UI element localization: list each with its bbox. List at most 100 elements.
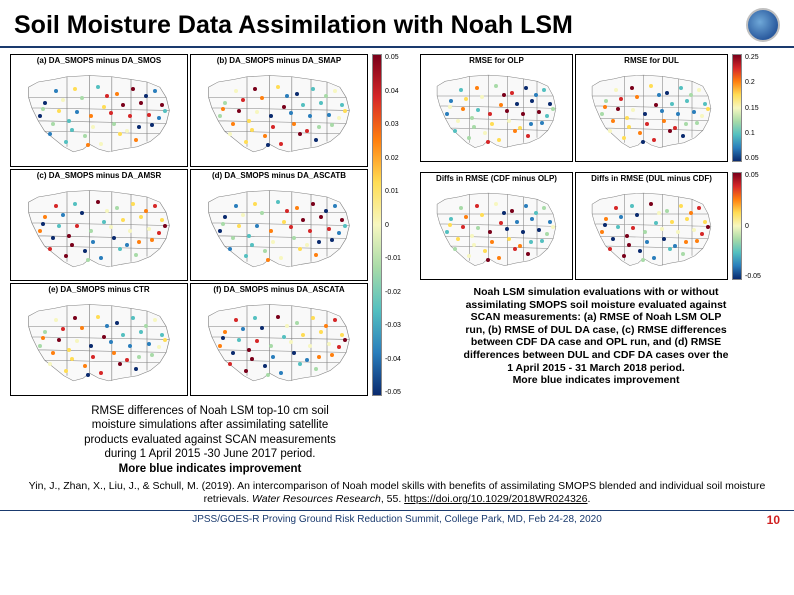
caption-line: More blue indicates improvement (14, 462, 406, 476)
caption-line: products evaluated against SCAN measurem… (14, 433, 406, 447)
map-subtitle: (a) DA_SMOPS minus DA_SMOS (37, 56, 161, 65)
usa-map (429, 187, 564, 273)
caption-line: More blue indicates improvement (420, 374, 772, 387)
caption-line: RMSE differences of Noah LSM top-10 cm s… (14, 404, 406, 418)
scatter-dots (19, 298, 179, 389)
map-panel: RMSE for DUL (575, 54, 728, 162)
right-top-colorbar: 0.25 0.2 0.15 0.1 0.05 (732, 54, 766, 162)
caption-line: 1 April 2015 - 31 March 2018 period. (420, 362, 772, 375)
scatter-dots (429, 69, 564, 155)
right-bottom-colorbar: 0.05 0 -0.05 (732, 172, 766, 280)
map-subtitle: (f) DA_SMOPS minus DA_ASCATA (213, 285, 344, 294)
scatter-dots (19, 69, 179, 160)
caption-line: SCAN measurements: (a) RMSE of Noah LSM … (420, 311, 772, 324)
map-subtitle: Diffs in RMSE (DUL minus CDF) (591, 174, 712, 183)
page-number: 10 (767, 513, 780, 527)
map-panel: RMSE for OLP (420, 54, 573, 162)
colorbar-tick: 0.2 (745, 79, 759, 86)
scatter-dots (429, 187, 564, 273)
colorbar-tick: -0.03 (385, 322, 401, 329)
left-caption: RMSE differences of Noah LSM top-10 cm s… (10, 404, 410, 476)
left-map-grid: (a) DA_SMOPS minus DA_SMOS (b) DA_SMOPS … (10, 54, 368, 396)
colorbar-tick: 0.05 (385, 54, 401, 61)
citation: Yin, J., Zhan, X., Liu, J., & Schull, M.… (0, 476, 794, 511)
left-panel: (a) DA_SMOPS minus DA_SMOS (b) DA_SMOPS … (10, 54, 410, 476)
map-panel: (d) DA_SMOPS minus DA_ASCATB (190, 169, 368, 282)
colorbar-tick: 0 (745, 223, 761, 230)
colorbar-gradient (732, 172, 742, 280)
colorbar-tick: 0 (385, 222, 401, 229)
scatter-dots (199, 184, 359, 275)
caption-line: moisture simulations after assimilating … (14, 418, 406, 432)
colorbar-tick: 0.02 (385, 155, 401, 162)
right-top-row: RMSE for OLP RMSE for DUL 0.25 0.2 0.15 0.1… (420, 54, 772, 162)
left-colorbar: 0.05 0.04 0.03 0.02 0.01 0 -0.01 -0.02 -0.03 -0.0… (372, 54, 406, 396)
colorbar-tick: 0.05 (745, 155, 759, 162)
usa-map (584, 69, 719, 155)
left-figure-row: (a) DA_SMOPS minus DA_SMOS (b) DA_SMOPS … (10, 54, 410, 396)
right-bottom-row: Diffs in RMSE (CDF minus OLP) Diffs in R… (420, 172, 772, 280)
usa-map (19, 298, 179, 389)
caption-line: during 1 April 2015 -30 June 2017 period… (14, 447, 406, 461)
colorbar-tick: 0.05 (745, 172, 761, 179)
colorbar-ticks: 0.05 0.04 0.03 0.02 0.01 0 -0.01 -0.02 -0.03 -0.0… (385, 54, 401, 396)
scatter-dots (199, 69, 359, 160)
map-panel: (b) DA_SMOPS minus DA_SMAP (190, 54, 368, 167)
colorbar-tick: 0.15 (745, 105, 759, 112)
usa-map (429, 69, 564, 155)
caption-line: assimilating SMOPS soil moisture evaluat… (420, 299, 772, 312)
scatter-dots (584, 187, 719, 273)
map-panel: (f) DA_SMOPS minus DA_ASCATA (190, 283, 368, 396)
caption-line: run, (b) RMSE of DUL DA case, (c) RMSE d… (420, 324, 772, 337)
colorbar-tick: 0.04 (385, 88, 401, 95)
map-subtitle: (b) DA_SMOPS minus DA_SMAP (217, 56, 341, 65)
map-panel: (c) DA_SMOPS minus DA_AMSR (10, 169, 188, 282)
title-bar: Soil Moisture Data Assimilation with Noa… (0, 0, 794, 48)
colorbar-tick: -0.05 (745, 273, 761, 280)
usa-map (584, 187, 719, 273)
caption-line: differences between DUL and CDF DA cases… (420, 349, 772, 362)
colorbar-tick: 0.1 (745, 130, 759, 137)
map-subtitle: (c) DA_SMOPS minus DA_AMSR (37, 171, 161, 180)
footer: JPSS/GOES-R Proving Ground Risk Reductio… (0, 511, 794, 528)
map-panel: Diffs in RMSE (DUL minus CDF) (575, 172, 728, 280)
usa-map (199, 69, 359, 160)
citation-vol: , 55. (381, 493, 404, 505)
map-subtitle: RMSE for DUL (624, 56, 679, 65)
colorbar-tick: -0.02 (385, 289, 401, 296)
citation-link[interactable]: https://doi.org/10.1029/2018WR024326 (404, 493, 587, 505)
colorbar-tick: -0.01 (385, 255, 401, 262)
colorbar-gradient (732, 54, 742, 162)
caption-line: between CDF DA case and OPL run, and (d)… (420, 336, 772, 349)
map-subtitle: (d) DA_SMOPS minus DA_ASCATB (212, 171, 346, 180)
usa-map (19, 69, 179, 160)
colorbar-ticks: 0.25 0.2 0.15 0.1 0.05 (745, 54, 759, 162)
right-map-grid-bottom: Diffs in RMSE (CDF minus OLP) Diffs in R… (420, 172, 728, 280)
right-map-grid-top: RMSE for OLP RMSE for DUL (420, 54, 728, 162)
colorbar-tick: 0.25 (745, 54, 759, 61)
scatter-dots (584, 69, 719, 155)
map-subtitle: (e) DA_SMOPS minus CTR (48, 285, 149, 294)
scatter-dots (19, 184, 179, 275)
spacer (420, 162, 772, 172)
colorbar-gradient (372, 54, 382, 396)
citation-journal: Water Resources Research (252, 493, 381, 505)
colorbar-tick: 0.03 (385, 121, 401, 128)
colorbar-ticks: 0.05 0 -0.05 (745, 172, 761, 280)
noaa-logo (746, 8, 780, 42)
map-panel: Diffs in RMSE (CDF minus OLP) (420, 172, 573, 280)
footer-text: JPSS/GOES-R Proving Ground Risk Reductio… (192, 514, 602, 525)
colorbar-tick: -0.05 (385, 389, 401, 396)
map-panel: (a) DA_SMOPS minus DA_SMOS (10, 54, 188, 167)
content-area: (a) DA_SMOPS minus DA_SMOS (b) DA_SMOPS … (0, 48, 794, 476)
usa-map (199, 298, 359, 389)
colorbar-tick: -0.04 (385, 356, 401, 363)
right-panel: RMSE for OLP RMSE for DUL 0.25 0.2 0.15 0.1… (420, 54, 772, 476)
citation-suffix: . (587, 493, 590, 505)
map-panel: (e) DA_SMOPS minus CTR (10, 283, 188, 396)
page-title: Soil Moisture Data Assimilation with Noa… (14, 11, 746, 40)
usa-map (19, 184, 179, 275)
colorbar-tick: 0.01 (385, 188, 401, 195)
right-caption: Noah LSM simulation evaluations with or … (420, 286, 772, 387)
caption-line: Noah LSM simulation evaluations with or … (420, 286, 772, 299)
